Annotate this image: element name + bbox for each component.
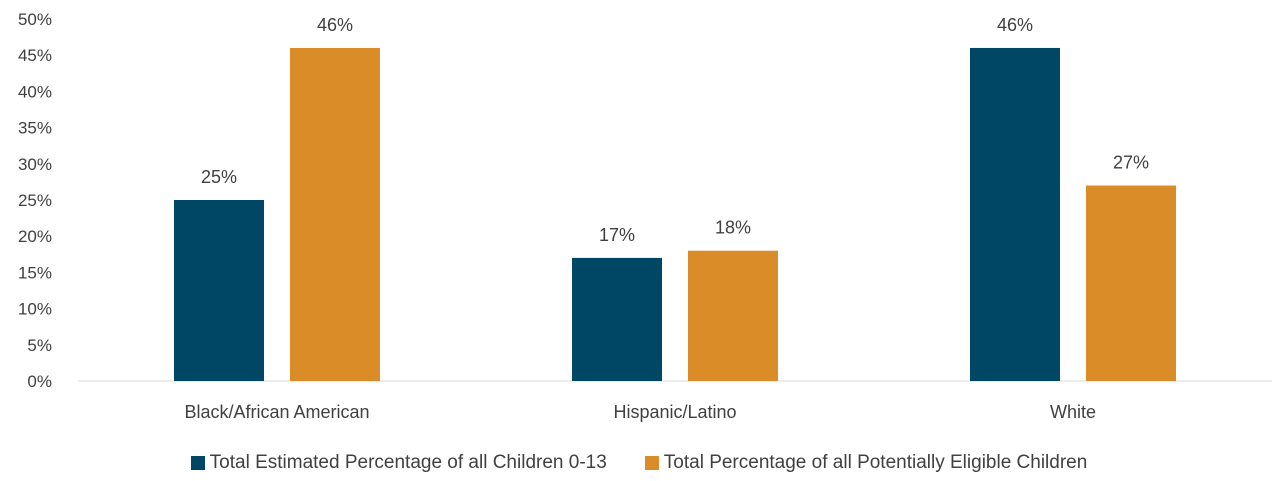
bar-white-series-2	[1086, 185, 1176, 381]
x-tick-label-white: White	[1050, 402, 1096, 422]
y-axis: 0% 5% 10% 15% 20% 25% 30% 35% 40% 45% 50%	[18, 10, 52, 391]
bar-hispanic-latino-series-2	[688, 250, 778, 381]
legend-swatch-eligible-children	[644, 456, 659, 470]
y-tick-label: 5%	[27, 336, 52, 355]
legend: Total Estimated Percentage of all Childr…	[0, 452, 1278, 474]
y-tick-label: 20%	[18, 227, 52, 246]
x-tick-label-hispanic-latino: Hispanic/Latino	[613, 402, 736, 422]
data-label-hispanic-latino-series-1: 17%	[599, 225, 635, 245]
bar-hispanic-latino-series-1	[572, 257, 662, 381]
data-labels-group: 25% 46% 17% 18% 46% 27%	[201, 15, 1149, 245]
y-tick-label: 10%	[18, 300, 52, 319]
y-tick-label: 30%	[18, 155, 52, 174]
data-label-hispanic-latino-series-2: 18%	[715, 218, 751, 238]
y-tick-label: 45%	[18, 46, 52, 65]
y-tick-label: 50%	[18, 10, 52, 29]
x-tick-label-black-african-american: Black/African American	[184, 402, 369, 422]
data-label-black-african-american-series-2: 46%	[317, 15, 353, 35]
y-tick-label: 15%	[18, 263, 52, 282]
data-label-white-series-2: 27%	[1113, 153, 1149, 173]
bars-group	[174, 47, 1176, 382]
data-label-black-african-american-series-1: 25%	[201, 167, 237, 187]
y-tick-label: 35%	[18, 119, 52, 138]
y-tick-label: 25%	[18, 191, 52, 210]
x-axis: Black/African American Hispanic/Latino Whi…	[184, 402, 1096, 422]
bar-black-african-american-series-1	[174, 200, 264, 381]
legend-label-children-0-13: Total Estimated Percentage of all Childr…	[209, 452, 607, 473]
y-tick-label: 0%	[27, 372, 52, 391]
legend-label-eligible-children: Total Percentage of all Potentially Elig…	[663, 452, 1088, 473]
y-tick-label: 40%	[18, 82, 52, 101]
data-label-white-series-1: 46%	[997, 15, 1033, 35]
legend-item-eligible-children: Total Percentage of all Potentially Elig…	[644, 452, 1088, 474]
bar-black-african-american-series-2	[290, 47, 380, 382]
legend-swatch-children-0-13	[190, 456, 205, 470]
legend-item-children-0-13: Total Estimated Percentage of all Childr…	[190, 452, 607, 474]
bar-white-series-1	[970, 47, 1060, 382]
